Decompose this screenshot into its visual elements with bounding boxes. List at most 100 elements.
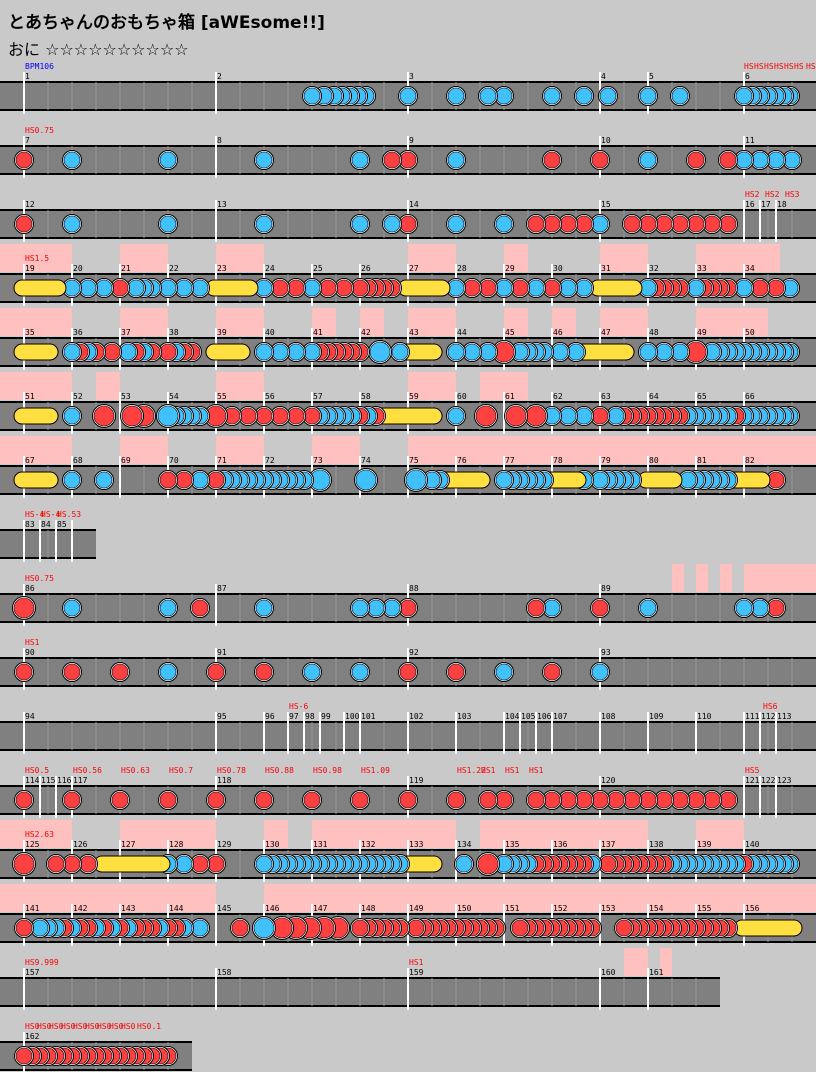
measure-number: 18 (777, 200, 787, 209)
measure-number: 80 (649, 456, 659, 465)
ka-note (119, 343, 137, 361)
gogo-span (480, 820, 600, 848)
don-note (703, 791, 721, 809)
measure-number: 4 (601, 72, 606, 81)
ka-note (687, 279, 705, 297)
gogo-span (312, 820, 360, 848)
ka-note (191, 471, 209, 489)
measure-number: 2 (217, 72, 222, 81)
gogo-span (0, 372, 72, 400)
chart-row-10: 90 91 92 93 HS1 (0, 638, 816, 690)
gogo-span (456, 884, 504, 912)
measure-number: 79 (601, 456, 611, 465)
measure-number: 12 (25, 200, 35, 209)
measure-number: 159 (409, 968, 424, 977)
gogo-span (504, 436, 552, 464)
chart-row-5: 35 36 37 38 39 40 41 42 43 44 45 46 47 48 49 50 (0, 308, 816, 370)
chart-command: HS0.56 (73, 766, 102, 775)
gogo-span (0, 884, 216, 912)
measure-number: 114 (25, 776, 40, 785)
ka-note (447, 87, 465, 105)
chart-command: HS0 (25, 1022, 40, 1031)
ka-note (95, 279, 113, 297)
gogo-span (96, 372, 120, 400)
measure-number: 136 (553, 840, 568, 849)
don-note (351, 919, 369, 937)
don-note (63, 855, 81, 873)
ka-note (575, 87, 593, 105)
don-note (591, 151, 609, 169)
don-note (527, 599, 545, 617)
measure-number: 22 (169, 264, 179, 273)
measure-number: 13 (217, 200, 227, 209)
chart-row-4: 19 20 21 22 23 24 25 26 27 28 29 30 31 32 33 34 HS1.5 (0, 244, 816, 306)
don-note (479, 279, 497, 297)
chart-command: HS0.88 (265, 766, 294, 775)
don-note (207, 791, 225, 809)
don-note (655, 791, 673, 809)
ka-note (751, 151, 769, 169)
measure-number: 43 (409, 328, 419, 337)
ka-note (63, 215, 81, 233)
chart-command: HS0 (97, 1022, 112, 1031)
chart-command: HS (806, 62, 816, 71)
measure-number: 17 (761, 200, 771, 209)
measure-number: 20 (73, 264, 83, 273)
big-ka-note (405, 469, 427, 491)
don-note (591, 791, 609, 809)
chart-row-2: 7 8 9 10 11 HS0.75 (0, 126, 816, 178)
chart-command: HS0 (85, 1022, 100, 1031)
measure-number: 58 (361, 392, 371, 401)
ka-note (351, 663, 369, 681)
don-note (543, 215, 561, 233)
gogo-span (312, 436, 360, 464)
measure-number: 161 (649, 968, 664, 977)
measure-number: 151 (505, 904, 520, 913)
chart-command: HS1 (409, 958, 424, 967)
gogo-span (696, 308, 744, 336)
don-note (447, 791, 465, 809)
don-note (287, 279, 305, 297)
measure-number: 85 (57, 520, 67, 529)
measure-number: 29 (505, 264, 515, 273)
measure-number: 142 (73, 904, 88, 913)
measure-number: 107 (553, 712, 568, 721)
measure-number: 15 (601, 200, 611, 209)
measure-number: 160 (601, 968, 616, 977)
chart-command: HS0 (61, 1022, 76, 1031)
gogo-span (360, 884, 408, 912)
measure-number: 157 (25, 968, 40, 977)
chart-command: HS1 (25, 638, 40, 647)
measure-number: 121 (745, 776, 760, 785)
gogo-span (216, 372, 264, 400)
ka-note (63, 407, 81, 425)
drumroll-note (13, 471, 59, 489)
chart-command: HS2.63 (25, 830, 54, 839)
gogo-span (216, 436, 264, 464)
ka-note (591, 215, 609, 233)
chart-command: HS (754, 62, 764, 71)
gogo-span (360, 308, 384, 336)
ka-note (127, 279, 145, 297)
ka-note (447, 407, 465, 425)
measure-number: 75 (409, 456, 419, 465)
measure-number: 41 (313, 328, 323, 337)
gogo-span (120, 244, 168, 272)
chart-row-6: 51 52 53 54 55 56 57 58 59 60 61 62 63 64 65 66 (0, 372, 816, 434)
gogo-span (408, 308, 456, 336)
measure-number: 92 (409, 648, 419, 657)
gogo-span (696, 884, 744, 912)
chart-command: HS-4 (41, 510, 60, 519)
ka-note (639, 343, 657, 361)
don-note (15, 1047, 33, 1065)
big-don-note (475, 405, 497, 427)
measure-number: 11 (745, 136, 755, 145)
measure-number: 9 (409, 136, 414, 145)
measure-number: 139 (697, 840, 712, 849)
chart-command: HS0.1 (137, 1022, 161, 1031)
measure-number: 89 (601, 584, 611, 593)
drumroll-note (733, 919, 803, 937)
ka-note (367, 599, 385, 617)
don-note (751, 279, 769, 297)
